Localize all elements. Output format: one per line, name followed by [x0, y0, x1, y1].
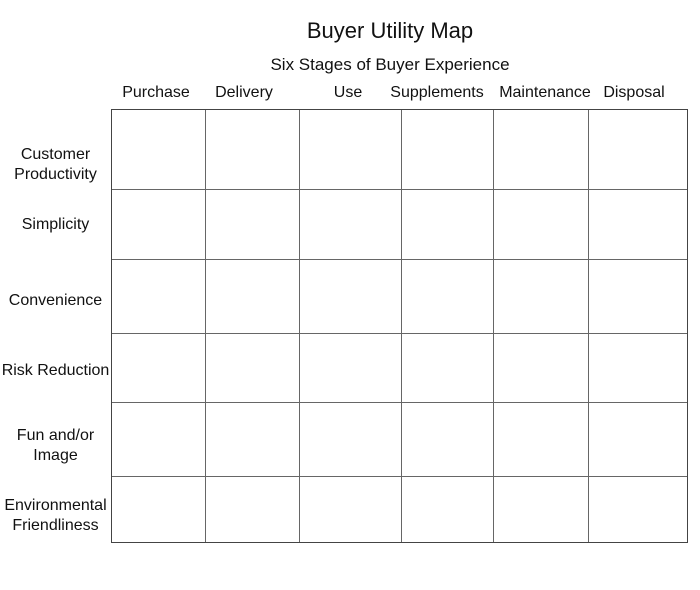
grid-row-divider: [112, 476, 687, 477]
column-header-disposal: Disposal: [603, 84, 665, 101]
column-header-purchase: Purchase: [122, 84, 190, 101]
row-header-line: Image: [33, 447, 78, 464]
row-header-risk-reduction: Risk Reduction: [0, 361, 114, 381]
row-header-line: Customer: [20, 146, 91, 163]
map-subtitle: Six Stages of Buyer Experience: [270, 55, 510, 74]
grid-column-divider: [401, 110, 402, 542]
row-header-simplicity: Simplicity: [0, 215, 111, 235]
column-header-delivery: Delivery: [215, 84, 273, 101]
utility-grid: [111, 109, 688, 543]
column-header-maintenance: Maintenance: [499, 84, 591, 101]
row-header-line: Simplicity: [21, 216, 90, 233]
grid-column-divider: [588, 110, 589, 542]
row-header-line: Friendliness: [12, 517, 99, 534]
row-header-environmental-friendliness: Environmental Friendliness: [0, 496, 111, 536]
grid-column-divider: [493, 110, 494, 542]
column-header-supplements: Supplements: [390, 84, 484, 101]
row-header-line: Fun and/or: [16, 427, 95, 444]
row-header-customer-productivity: Customer Productivity: [0, 145, 111, 185]
row-header-line: Productivity: [14, 166, 97, 183]
row-header-line: Convenience: [8, 292, 103, 309]
column-header-use: Use: [333, 84, 363, 101]
grid-row-divider: [112, 333, 687, 334]
map-title: Buyer Utility Map: [306, 18, 474, 43]
grid-column-divider: [299, 110, 300, 542]
grid-column-divider: [205, 110, 206, 542]
grid-row-divider: [112, 402, 687, 403]
row-header-line: Risk Reduction: [1, 362, 110, 379]
row-header-line: Environmental: [4, 497, 107, 514]
grid-row-divider: [112, 189, 687, 190]
row-header-convenience: Convenience: [0, 291, 111, 311]
grid-row-divider: [112, 259, 687, 260]
row-header-fun-image: Fun and/or Image: [0, 426, 111, 466]
